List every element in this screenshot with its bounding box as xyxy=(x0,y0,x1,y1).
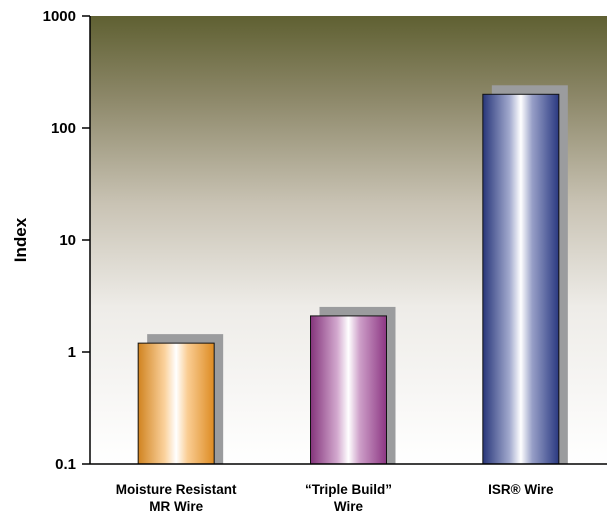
bar xyxy=(310,315,387,465)
axes-layer: Moisture Resistant MR Wire “Triple Build” W… xyxy=(43,8,607,514)
y-tick-label: 100 xyxy=(51,120,76,137)
y-tick-label: 1 xyxy=(68,344,76,361)
category-label: ISR® Wire xyxy=(488,482,554,497)
bar xyxy=(482,93,560,465)
y-tick-label: 0.1 xyxy=(55,456,76,473)
category-label: Wire xyxy=(334,499,364,514)
category-label: “Triple Build” xyxy=(305,482,392,497)
bar xyxy=(137,342,215,465)
y-axis-title: Index xyxy=(11,217,30,262)
y-tick-label: 1000 xyxy=(43,8,76,25)
bars-layer xyxy=(137,85,568,465)
category-label: MR Wire xyxy=(149,499,203,514)
y-tick-label: 10 xyxy=(59,232,76,249)
category-label: Moisture Resistant xyxy=(116,482,237,497)
